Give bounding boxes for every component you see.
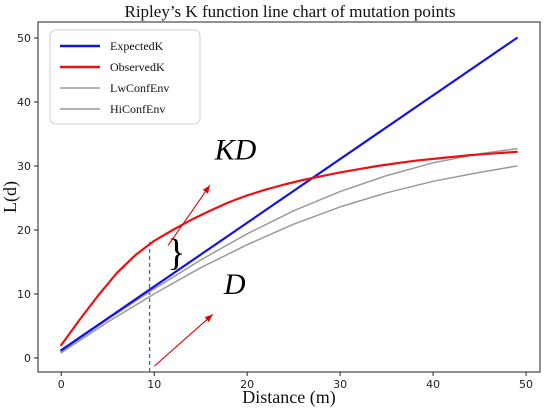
axis-ticks: 0 10 20 30 40 50 0 10 20 30 40 50 <box>17 32 533 391</box>
series-line-expectedk <box>60 36 518 352</box>
annotation-arrow-shaft <box>153 314 214 367</box>
x-tick-label: 40 <box>426 378 440 391</box>
x-axis-label: Distance (m) <box>242 387 335 408</box>
legend-label-hiconfenv: HiConfEnv <box>110 102 165 116</box>
y-tick-label: 20 <box>17 224 31 237</box>
y-tick-label: 50 <box>17 32 31 45</box>
legend: ExpectedK ObservedK LwConfEnv HiConfEnv <box>49 29 201 125</box>
annotation-kd: KD <box>214 134 257 167</box>
annotation-d: D <box>223 268 246 301</box>
annotation-arrow-head <box>202 185 210 194</box>
chart-title: Ripley’s K function line chart of mutati… <box>125 2 456 21</box>
x-tick-label: 0 <box>58 378 65 391</box>
arrow-layer <box>153 184 214 367</box>
legend-label-expectedk: ExpectedK <box>110 39 164 53</box>
annotation-arrow-shaft <box>167 184 211 246</box>
legend-box <box>49 29 201 125</box>
plot-area: 0 10 20 30 40 50 0 10 20 30 40 50 KD D} <box>17 21 541 391</box>
y-tick-label: 40 <box>17 96 31 109</box>
y-tick-label: 0 <box>24 352 31 365</box>
legend-label-observedk: ObservedK <box>110 60 165 74</box>
x-tick-label: 10 <box>147 378 161 391</box>
plot-frame <box>37 21 541 373</box>
x-tick-label: 20 <box>240 378 254 391</box>
series-line-hiconfenv <box>60 147 518 353</box>
y-axis-label: L(d) <box>0 181 21 213</box>
x-tick-label: 50 <box>519 378 533 391</box>
annotation-arrow-head <box>204 314 213 323</box>
series-line-lwconfenv <box>60 165 518 354</box>
x-tick-label: 30 <box>333 378 347 391</box>
annotation-layer: KD D} <box>167 134 256 301</box>
y-tick-label: 30 <box>17 160 31 173</box>
series-layer <box>60 36 518 354</box>
brace-annotation: } <box>167 232 185 274</box>
y-tick-label: 10 <box>17 288 31 301</box>
series-line-observedk <box>60 150 518 347</box>
legend-label-lwconfenv: LwConfEnv <box>110 81 169 95</box>
